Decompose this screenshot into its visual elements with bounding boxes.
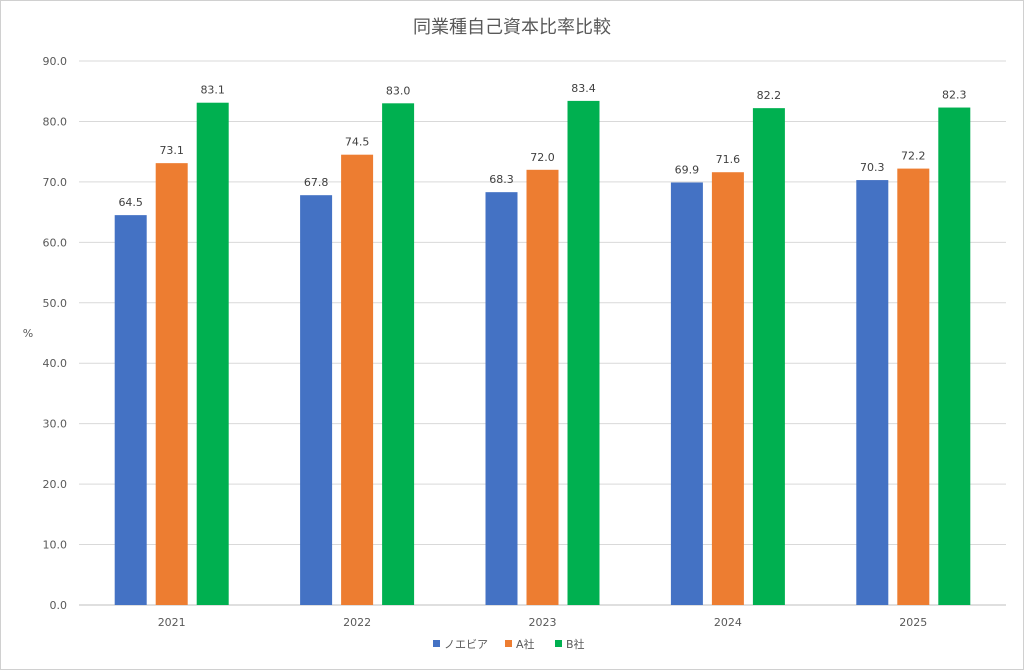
y-tick-label: 60.0 [43, 236, 68, 249]
legend-swatch [433, 640, 440, 647]
legend: ノエビア A社 B社 [433, 637, 585, 651]
bar [897, 168, 930, 605]
bar [526, 169, 559, 606]
bar [485, 192, 518, 606]
data-label: 73.1 [159, 144, 184, 157]
data-label: 67.8 [304, 176, 329, 189]
bar [711, 172, 744, 605]
bars [114, 100, 971, 606]
bar [752, 108, 785, 605]
x-tick-label: 2023 [529, 616, 557, 629]
legend-label: B社 [566, 637, 585, 651]
data-label: 72.0 [530, 151, 555, 164]
data-label: 83.1 [200, 84, 225, 97]
bar [670, 182, 703, 605]
data-label: 83.4 [571, 82, 596, 95]
y-tick-label: 70.0 [43, 176, 68, 189]
y-tick-label: 10.0 [43, 539, 68, 552]
bar [938, 107, 971, 605]
y-tick-label: 30.0 [43, 418, 68, 431]
x-tick-label: 2025 [899, 616, 927, 629]
y-axis-title: % [23, 327, 33, 340]
legend-label: A社 [516, 637, 535, 651]
data-labels: 64.5 73.1 83.1 67.8 74.5 83.0 68.3 72.0 83.4 69.9… [118, 82, 966, 209]
data-label: 64.5 [118, 196, 143, 209]
legend-swatch [505, 640, 512, 647]
bar [856, 180, 889, 605]
y-tick-label: 20.0 [43, 478, 68, 491]
grid-lines [79, 60, 1006, 606]
bar [155, 163, 188, 605]
y-tick-label: 0.0 [50, 599, 68, 612]
y-tick-label: 80.0 [43, 115, 68, 128]
data-label: 82.3 [942, 89, 967, 102]
legend-label: ノエビア [444, 638, 488, 651]
y-tick-label: 90.0 [43, 55, 68, 68]
legend-item: A社 [505, 637, 535, 651]
bar [567, 100, 600, 605]
data-label: 83.0 [386, 84, 411, 97]
chart-title: 同業種自己資本比率比較 [413, 17, 611, 38]
legend-item: ノエビア [433, 638, 488, 651]
x-tick-label: 2022 [343, 616, 371, 629]
data-label: 69.9 [675, 163, 700, 176]
y-axis-ticks: 0.0 10.0 20.0 30.0 40.0 50.0 60.0 70.0 80.0 90.0 [43, 55, 68, 612]
data-label: 72.2 [901, 150, 926, 163]
x-axis-ticks: 2021 2022 2023 2024 2025 [158, 616, 928, 629]
data-label: 74.5 [345, 136, 370, 149]
data-label: 82.2 [757, 89, 782, 102]
data-label: 71.6 [716, 153, 741, 166]
x-tick-label: 2024 [714, 616, 742, 629]
data-label: 70.3 [860, 161, 885, 174]
bar [300, 195, 333, 606]
legend-swatch [555, 640, 562, 647]
bar [382, 103, 415, 606]
data-label: 68.3 [489, 173, 514, 186]
legend-item: B社 [555, 637, 585, 651]
x-tick-label: 2021 [158, 616, 186, 629]
bar [341, 154, 374, 605]
bar [114, 215, 147, 605]
y-tick-label: 50.0 [43, 297, 68, 310]
y-tick-label: 40.0 [43, 357, 68, 370]
bar [196, 102, 229, 605]
